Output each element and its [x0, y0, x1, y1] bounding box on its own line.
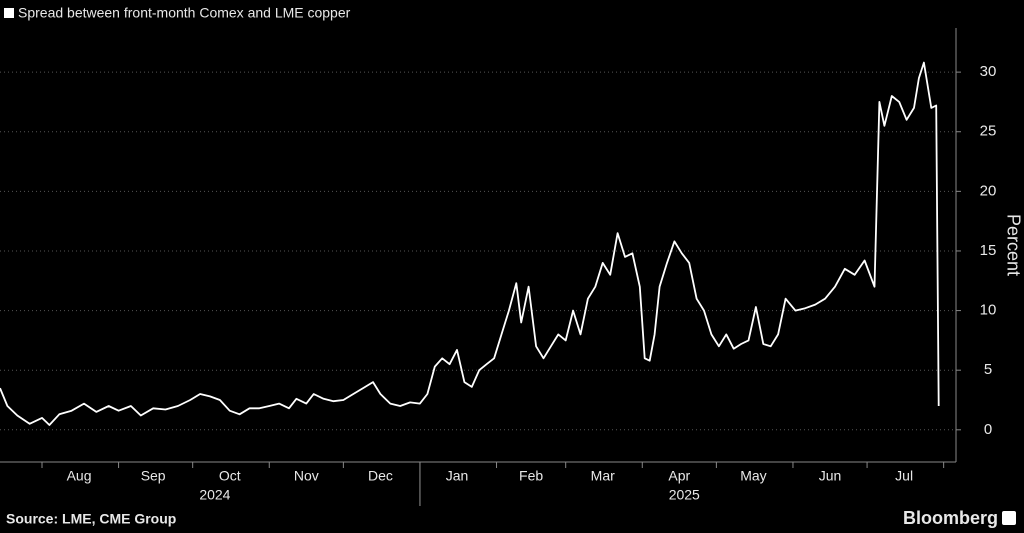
y-tick-label: 25	[980, 123, 997, 140]
brand: Bloomberg	[903, 508, 998, 528]
chart-title: Spread between front-month Comex and LME…	[18, 5, 351, 21]
y-tick-label: 5	[984, 361, 992, 378]
year-label: 2025	[669, 487, 700, 503]
x-tick-label: Aug	[67, 468, 92, 484]
x-tick-label: Jan	[446, 468, 469, 484]
y-tick-label: 10	[980, 302, 997, 319]
y-axis-label: Percent	[1003, 214, 1023, 276]
y-tick-label: 0	[984, 421, 992, 438]
legend-swatch	[4, 8, 14, 18]
year-label: 2024	[199, 487, 230, 503]
x-tick-label: Apr	[668, 468, 690, 484]
brand-icon	[1002, 511, 1016, 525]
y-tick-label: 30	[980, 63, 997, 80]
x-tick-label: Dec	[368, 468, 393, 484]
x-tick-label: Feb	[519, 468, 543, 484]
x-tick-label: Jul	[895, 468, 913, 484]
x-tick-label: Sep	[141, 468, 166, 484]
x-tick-label: Jun	[819, 468, 842, 484]
x-tick-label: Mar	[591, 468, 615, 484]
x-tick-label: Oct	[219, 468, 241, 484]
y-tick-label: 20	[980, 182, 997, 199]
y-tick-label: 15	[980, 242, 997, 259]
x-tick-label: Nov	[294, 468, 319, 484]
data-line	[0, 61, 940, 426]
x-tick-label: May	[740, 468, 766, 484]
source: Source: LME, CME Group	[6, 511, 176, 527]
